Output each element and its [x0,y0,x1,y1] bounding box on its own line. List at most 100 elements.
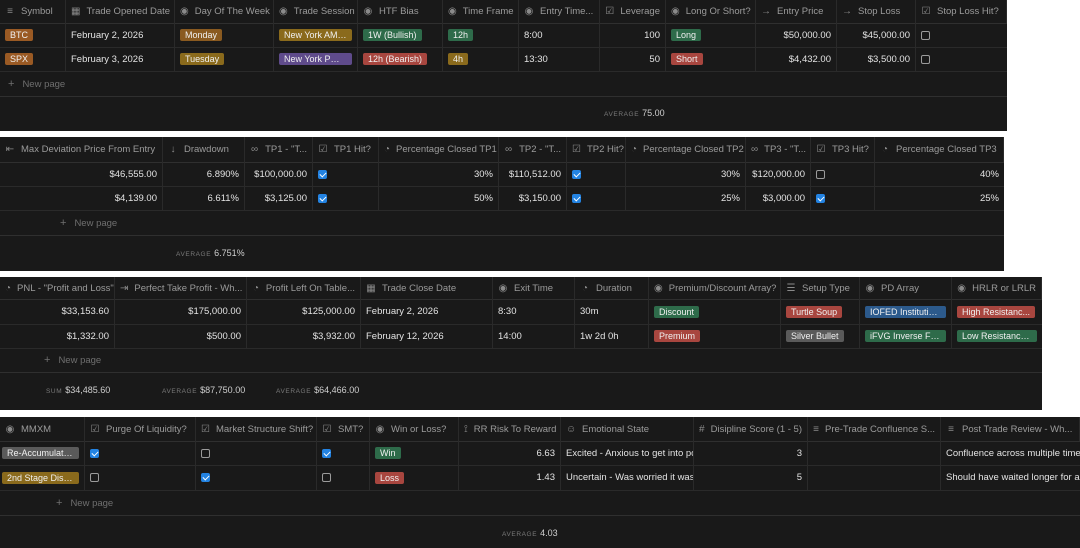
day-tag[interactable]: Tuesday [180,53,225,65]
tp2[interactable]: $110,512.00 [499,162,567,186]
pnl[interactable]: $1,332.00 [0,324,115,348]
col-header-drawdown[interactable]: ↓ Drawdown [163,137,245,162]
close-date[interactable]: February 2, 2026 [361,299,493,324]
risk-reward[interactable]: 6.63 [459,441,561,465]
timeframe-tag[interactable]: 12h [448,29,474,41]
col-header-smt[interactable]: ☑ SMT? [317,417,370,441]
pct-closed-tp3[interactable]: 25% [979,192,999,204]
new-page-button[interactable]: + New page [60,217,118,229]
average-calc[interactable]: AVERAGE $87,750.00 [162,385,246,395]
pct-closed-tp2[interactable]: 25% [626,186,746,210]
table-row[interactable]: Re-Accumulation Win 6.63 Excited - Anxio… [0,441,1080,466]
col-header-emotion[interactable]: ☺ Emotional State [561,417,694,441]
new-page-button[interactable]: + New page [8,78,66,90]
pd-array-tag[interactable]: iFVG Inverse Fair... [865,330,946,342]
pct-closed-tp1[interactable]: 50% [379,186,499,210]
leverage[interactable]: 100 [600,23,666,47]
side-tag[interactable]: Short [671,53,703,65]
perfect-tp[interactable]: $500.00 [115,324,247,348]
average-calc[interactable]: AVERAGE $64,466.00 [276,385,360,395]
opened-date[interactable]: February 2, 2026 [66,23,175,47]
risk-reward[interactable]: 1.43 [459,465,561,490]
average-calc[interactable]: AVERAGE 75.00 [604,108,665,118]
col-header-tp1-hit[interactable]: ☑ TP1 Hit? [313,137,379,162]
session-tag[interactable]: New York AM ... [279,29,352,41]
result-tag[interactable]: Win [375,447,401,459]
session-tag[interactable]: New York PM ... [279,53,352,65]
col-header-pct1[interactable]: ◔ Percentage Closed TP1 [379,137,499,162]
col-header-max-dev[interactable]: ⇤ Max Deviation Price From Entry [0,137,163,162]
tp2[interactable]: $3,150.00 [499,186,567,210]
exit-time[interactable]: 8:30 [493,299,575,324]
mss-checkbox[interactable] [201,448,210,458]
side-tag[interactable]: Long [671,29,702,41]
sl-hit-checkbox[interactable] [921,54,930,64]
col-header-pre-trade[interactable]: ≡ Pre-Trade Confluence S... [808,417,941,441]
col-header-setup[interactable]: ☰ Setup Type [781,277,860,299]
pre-trade-confluence[interactable] [808,465,941,490]
col-header-hrlr[interactable]: ◉ HRLR or LRLR [952,277,1042,299]
timeframe-tag[interactable]: 4h [448,53,469,65]
tp2-hit-checkbox[interactable] [572,169,581,179]
col-header-rr[interactable]: ⟟ RR Risk To Reward [459,417,561,441]
max-deviation[interactable]: $46,555.00 [0,162,163,186]
setup-tag[interactable]: Silver Bullet [786,330,844,342]
symbol-tag[interactable]: BTC [5,29,33,41]
tp3[interactable]: $3,000.00 [746,186,811,210]
bias-tag[interactable]: 12h (Bearish) [363,53,428,65]
col-header-mmxm[interactable]: ◉ MMXM [0,417,85,441]
mmxm-tag[interactable]: Re-Accumulation [2,447,79,459]
col-header-bias[interactable]: ◉ HTF Bias [358,0,443,23]
col-header-tp1[interactable]: ∞ TP1 - "T... [245,137,313,162]
table-row[interactable]: BTC February 2, 2026 Monday New York AM … [0,23,1007,48]
col-header-mss[interactable]: ☑ Market Structure Shift? [196,417,317,441]
col-header-pd-array[interactable]: ◉ PD Array [860,277,952,299]
tp1[interactable]: $3,125.00 [245,186,313,210]
close-date[interactable]: February 12, 2026 [361,324,493,348]
table-row[interactable]: 2nd Stage Distri... Loss 1.43 Uncertain … [0,465,1080,491]
discipline-score[interactable]: 3 [694,441,808,465]
hrlr-tag[interactable]: Low Resistance ... [957,330,1037,342]
entry-price[interactable]: $4,432.00 [756,47,837,71]
entry-time[interactable]: 13:30 [519,47,600,71]
stop-loss[interactable]: $3,500.00 [837,47,916,71]
duration[interactable]: 30m [575,299,649,324]
smt-checkbox[interactable] [322,473,331,482]
entry-time[interactable]: 8:00 [519,23,600,47]
col-header-post-trade[interactable]: ≡ Post Trade Review - Wh... [941,417,1080,441]
duration[interactable]: 1w 2d 0h [575,324,649,348]
pd-array-tag[interactable]: IOFED Institutio... [865,305,946,318]
pre-trade-confluence[interactable] [808,441,941,465]
post-trade-review[interactable]: Confluence across multiple time [946,447,1080,459]
pct-closed-tp3[interactable]: 40% [979,168,999,180]
col-header-side[interactable]: ◉ Long Or Short? [666,0,756,23]
col-header-pct2[interactable]: ◔ Percentage Closed TP2 [626,137,746,162]
tp3-hit-checkbox[interactable] [816,193,825,203]
col-header-pd-array-q[interactable]: ◉ Premium/Discount Array? [649,277,781,299]
tp3-hit-checkbox[interactable] [816,169,825,179]
result-tag[interactable]: Loss [375,471,405,484]
pnl[interactable]: $33,153.60 [0,299,115,324]
sl-hit-checkbox[interactable] [921,30,930,40]
new-page-button[interactable]: + New page [56,497,114,509]
table-row[interactable]: $1,332.00 $500.00 $3,932.00 February 12,… [0,324,1042,349]
col-header-tp2-hit[interactable]: ☑ TP2 Hit? [567,137,626,162]
mmxm-tag[interactable]: 2nd Stage Distri... [2,471,79,484]
new-page-button[interactable]: + New page [44,354,102,366]
day-tag[interactable]: Monday [180,29,223,41]
tp1[interactable]: $100,000.00 [245,162,313,186]
col-header-opened[interactable]: ▦ Trade Opened Date [66,0,175,23]
smt-checkbox[interactable] [322,448,331,458]
table-row[interactable]: SPX February 3, 2026 Tuesday New York PM… [0,47,1007,72]
stop-loss[interactable]: $45,000.00 [837,23,916,47]
tp1-hit-checkbox[interactable] [318,169,327,179]
purge-checkbox[interactable] [90,448,99,458]
col-header-exit-time[interactable]: ◉ Exit Time [493,277,575,299]
col-header-symbol[interactable]: ≡ Symbol [0,0,66,23]
average-calc[interactable]: AVERAGE 4.03 [502,528,558,538]
max-deviation[interactable]: $4,139.00 [0,186,163,210]
hrlr-tag[interactable]: High Resistanc... [957,305,1036,318]
col-header-perfect-tp[interactable]: ⇥ Perfect Take Profit - Wh... [115,277,247,299]
col-header-stop-loss[interactable]: → Stop Loss [837,0,916,23]
col-header-close-date[interactable]: ▦ Trade Close Date [361,277,493,299]
